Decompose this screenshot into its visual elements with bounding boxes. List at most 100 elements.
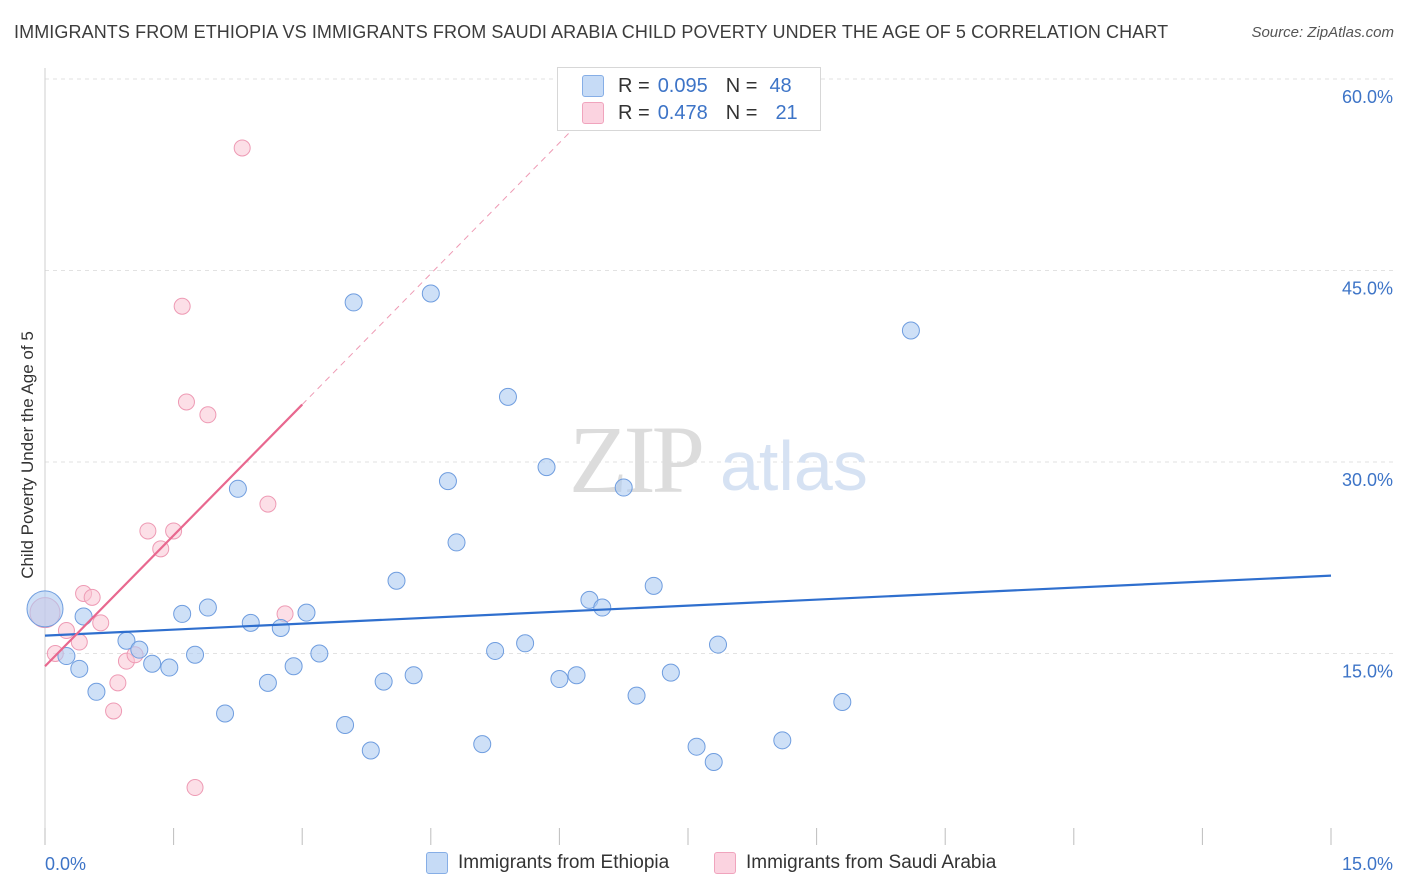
- ethiopia-point: [143, 654, 162, 673]
- y-tick-label: 30.0%: [1342, 470, 1393, 490]
- ethiopia-point: [687, 737, 706, 756]
- legend-r-label: R =: [618, 101, 650, 124]
- y-tick-label: 15.0%: [1342, 662, 1393, 682]
- series-legend-ethiopia[interactable]: Immigrants from Ethiopia: [426, 852, 669, 874]
- saudi-point: [92, 614, 110, 632]
- ethiopia-point: [26, 590, 64, 628]
- series-legend: Immigrants from Ethiopia Immigrants from…: [0, 852, 1406, 878]
- ethiopia-point: [74, 607, 93, 626]
- trend-lines: [44, 107, 1332, 668]
- ethiopia-point: [130, 640, 149, 659]
- saudi-point: [177, 393, 195, 411]
- saudi-point: [233, 139, 251, 157]
- saudi-point: [57, 622, 75, 640]
- saudi-point: [259, 495, 277, 513]
- ethiopia-point: [421, 284, 440, 303]
- ethiopia-point: [644, 576, 663, 595]
- ethiopia-point: [404, 666, 423, 685]
- saudi-point: [173, 297, 191, 315]
- legend-swatch-ethiopia: [582, 75, 604, 97]
- series-swatch-saudi: [714, 852, 736, 874]
- ethiopia-trend-line: [44, 574, 1332, 637]
- ethiopia-points: [26, 284, 920, 772]
- ethiopia-point: [310, 644, 329, 663]
- ethiopia-point: [438, 472, 457, 491]
- y-tick-labels: 15.0% 30.0% 45.0% 60.0%: [1342, 87, 1393, 682]
- watermark: ZIP atlas: [569, 406, 868, 513]
- ethiopia-point: [473, 735, 492, 754]
- ethiopia-point: [186, 645, 205, 664]
- ethiopia-point: [537, 458, 556, 477]
- ethiopia-point: [516, 634, 535, 653]
- legend-n-label: N =: [725, 74, 758, 97]
- ethiopia-point: [228, 479, 247, 498]
- ethiopia-point: [704, 753, 723, 772]
- gridlines: [45, 78, 1394, 654]
- ethiopia-point: [241, 613, 260, 632]
- ethiopia-point: [70, 659, 89, 678]
- ethiopia-point: [567, 666, 586, 685]
- legend-n-label: N =: [725, 101, 758, 124]
- ethiopia-point: [486, 641, 505, 660]
- saudi-point: [105, 702, 123, 720]
- chart-title: IMMIGRANTS FROM ETHIOPIA VS IMMIGRANTS F…: [14, 22, 1169, 42]
- y-axis-label: Child Poverty Under the Age of 5: [18, 331, 37, 579]
- saudi-point: [109, 674, 127, 692]
- x-tick-label: 15.0%: [1342, 854, 1393, 874]
- legend-n-value: 48: [769, 74, 792, 97]
- ethiopia-point: [374, 672, 393, 691]
- series-legend-label: Immigrants from Ethiopia: [458, 852, 670, 873]
- ethiopia-point: [198, 598, 217, 617]
- ethiopia-point: [258, 673, 277, 692]
- ethiopia-point: [447, 533, 466, 552]
- saudi-arabia-points: [29, 139, 294, 797]
- ethiopia-point: [833, 693, 852, 712]
- ethiopia-point: [709, 635, 728, 654]
- legend-r-value: 0.478: [657, 101, 708, 124]
- saudi-point: [139, 522, 157, 540]
- y-tick-label: 60.0%: [1342, 87, 1393, 107]
- ethiopia-point: [361, 741, 380, 760]
- source-label: Source: ZipAtlas.com: [1251, 24, 1394, 41]
- x-tick-labels: 0.0% 15.0%: [45, 854, 1393, 874]
- x-tick-label: 0.0%: [45, 854, 86, 874]
- legend-r-value: 0.095: [657, 74, 708, 97]
- ethiopia-point: [593, 598, 612, 617]
- ethiopia-point: [57, 647, 76, 666]
- ethiopia-point: [550, 670, 569, 689]
- ethiopia-point: [661, 663, 680, 682]
- y-tick-label: 45.0%: [1342, 279, 1393, 299]
- ethiopia-point: [498, 387, 517, 406]
- legend-n-value: 21: [775, 101, 798, 124]
- ethiopia-point: [160, 658, 179, 677]
- saudi-point: [199, 406, 217, 424]
- legend-swatch-saudi: [582, 102, 604, 124]
- ethiopia-point: [297, 603, 316, 622]
- ethiopia-point: [901, 321, 920, 340]
- saudi-point: [186, 779, 204, 797]
- saudi-trend-extension: [301, 107, 595, 405]
- ethiopia-point: [627, 686, 646, 705]
- ethiopia-point: [284, 657, 303, 676]
- ethiopia-point: [387, 571, 406, 590]
- ethiopia-point: [336, 715, 355, 734]
- ethiopia-point: [344, 293, 363, 312]
- legend-r-label: R =: [618, 74, 650, 97]
- ethiopia-point: [773, 731, 792, 750]
- ethiopia-point: [271, 618, 290, 637]
- legend-row-ethiopia: R = 0.095 N = 48: [582, 73, 792, 99]
- ethiopia-point: [87, 682, 106, 701]
- ethiopia-point: [216, 704, 235, 723]
- saudi-point: [165, 522, 183, 540]
- series-swatch-ethiopia: [426, 852, 448, 874]
- stats-legend: R = 0.095 N = 48 R = 0.478 N = 21: [557, 67, 821, 131]
- series-legend-saudi[interactable]: Immigrants from Saudi Arabia: [714, 852, 996, 874]
- saudi-point: [83, 588, 101, 606]
- watermark-zip: ZIP: [569, 406, 702, 513]
- ethiopia-point: [173, 604, 192, 623]
- legend-row-saudi: R = 0.478 N = 21: [582, 100, 798, 126]
- axes: [44, 68, 1332, 845]
- saudi-trend-line: [44, 403, 303, 668]
- watermark-atlas: atlas: [720, 427, 868, 505]
